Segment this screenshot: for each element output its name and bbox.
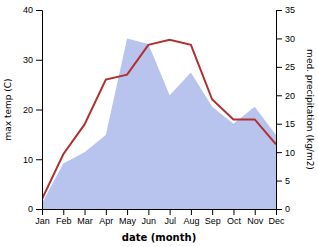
tick: 15 — [276, 119, 295, 129]
tick-label: 20 — [23, 105, 33, 115]
plot-area: JanFebMarAprMayJunJulAugSepOctNovDec0102… — [23, 5, 295, 226]
tick-mark — [106, 209, 107, 215]
tick-mark — [276, 209, 282, 210]
tick-label: 5 — [285, 176, 290, 186]
tick: 0 — [28, 204, 42, 214]
tick-mark — [36, 209, 42, 210]
tick: 20 — [23, 105, 42, 115]
tick-label: 35 — [285, 5, 295, 15]
temperature-line — [42, 40, 276, 199]
tick-label: Sep — [205, 216, 221, 226]
x-axis: Jan Feb Mar Apr May Jun Jul Aug Sep Oct Nov Dec — [35, 209, 285, 226]
tick-label: Jan — [35, 216, 50, 226]
precipitation-area — [42, 38, 276, 209]
tick-label: 40 — [23, 5, 33, 15]
tick: 35 — [276, 5, 295, 15]
tick-mark — [276, 67, 282, 68]
tick: Dec — [268, 209, 285, 226]
tick-mark — [276, 152, 282, 153]
tick: 20 — [276, 91, 295, 101]
tick-mark — [276, 95, 282, 96]
tick-mark — [36, 110, 42, 111]
axis-line — [277, 11, 283, 210]
marks — [42, 38, 276, 209]
tick-label: Mar — [77, 216, 93, 226]
tick-label: Feb — [56, 216, 72, 226]
tick-mark — [276, 38, 282, 39]
axis-line — [36, 11, 43, 210]
tick-label: Oct — [227, 216, 242, 226]
tick: 40 — [23, 5, 42, 15]
tick: May — [119, 209, 137, 226]
tick: Feb — [56, 209, 72, 226]
tick-mark — [212, 209, 213, 215]
tick-mark — [276, 181, 282, 182]
tick-label: Nov — [247, 216, 264, 226]
chart: JanFebMarAprMayJunJulAugSepOctNovDec0102… — [0, 0, 318, 247]
tick-mark — [170, 209, 171, 215]
tick: Mar — [77, 209, 93, 226]
tick-mark — [36, 159, 42, 160]
tick: 30 — [276, 34, 295, 44]
y-axis: 0 10 20 30 40 — [23, 5, 43, 214]
tick-mark — [63, 209, 64, 215]
tick-label: 0 — [28, 204, 33, 214]
tick: 30 — [23, 55, 42, 65]
tick: Jul — [164, 209, 176, 226]
tick-mark — [233, 209, 234, 215]
tick: Apr — [99, 209, 113, 226]
tick: 10 — [23, 155, 42, 165]
tick-label: 0 — [285, 204, 290, 214]
tick: Nov — [247, 209, 264, 226]
tick-label: 10 — [285, 148, 295, 158]
tick-label: 25 — [285, 62, 295, 72]
tick-label: Jun — [142, 216, 157, 226]
tick-mark — [36, 60, 42, 61]
tick-label: 10 — [23, 155, 33, 165]
tick-mark — [148, 209, 149, 215]
tick-label: Aug — [183, 216, 199, 226]
y2-axis-title: med. precipitation (kg/m2) — [305, 49, 315, 170]
tick: Jun — [142, 209, 157, 226]
tick-label: 20 — [285, 91, 295, 101]
tick: 5 — [276, 176, 290, 186]
tick: 25 — [276, 62, 295, 72]
tick: 0 — [276, 204, 290, 214]
tick-mark — [276, 10, 282, 11]
tick-label: Jul — [164, 216, 176, 226]
tick-mark — [255, 209, 256, 215]
tick-mark — [85, 209, 86, 215]
tick-label: May — [119, 216, 137, 226]
tick-label: Dec — [268, 216, 285, 226]
tick: Aug — [183, 209, 199, 226]
tick-mark — [276, 124, 282, 125]
tick-label: 30 — [285, 34, 295, 44]
tick-label: 30 — [23, 55, 33, 65]
tick-label: Apr — [99, 216, 113, 226]
tick-mark — [36, 10, 42, 11]
x-axis-title: date (month) — [122, 232, 196, 243]
y-axis-title: max temp (C) — [3, 78, 13, 140]
tick: Oct — [227, 209, 242, 226]
axis-line — [43, 210, 277, 216]
y2-axis: 0 5 10 15 20 25 30 35 — [276, 5, 295, 214]
tick-mark — [191, 209, 192, 215]
tick: Sep — [205, 209, 221, 226]
tick: Jan — [35, 209, 50, 226]
tick-mark — [127, 209, 128, 215]
tick-label: 15 — [285, 119, 295, 129]
tick: 10 — [276, 148, 295, 158]
